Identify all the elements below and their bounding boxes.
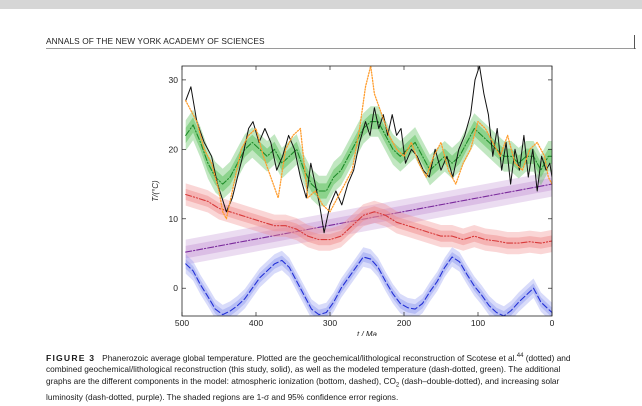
caption-text-3a: graphs are the different components in t… xyxy=(46,375,396,386)
series-line-1 xyxy=(185,66,552,234)
header-rule xyxy=(46,48,636,49)
x-tick-label: 500 xyxy=(175,318,189,328)
series-band-outer-3 xyxy=(185,183,552,255)
series-line-4 xyxy=(185,183,552,253)
y-tick-label: 10 xyxy=(169,214,179,224)
x-tick-label: 100 xyxy=(471,318,485,328)
caption-sub: 2 xyxy=(395,382,400,389)
header-rule-tick xyxy=(634,35,635,49)
series-line-2 xyxy=(185,121,552,192)
series-band-outer-5 xyxy=(185,247,552,316)
series-band-inner-3 xyxy=(185,188,552,249)
plot-area xyxy=(185,66,552,316)
y-tick-label: 30 xyxy=(169,75,179,85)
page-top-bar xyxy=(0,0,642,9)
series-line-3 xyxy=(185,193,552,244)
x-axis-label: t / Ma xyxy=(357,330,378,336)
x-tick-label: 200 xyxy=(397,318,411,328)
series-band-outer-4 xyxy=(185,171,552,265)
temperature-chart: 500 400 300 200 100 0 0 10 20 30 t / Ma T/(°C) xyxy=(151,65,555,339)
caption-text-1b: (dotted) and xyxy=(523,352,571,363)
y-tick-label: 20 xyxy=(169,144,179,154)
caption-label: FIGURE 3 xyxy=(46,352,96,363)
caption-text-1a: Phanerozoic average global temperature. … xyxy=(102,352,517,363)
series-band-outer-2 xyxy=(185,106,552,207)
x-tick-label: 0 xyxy=(550,318,555,328)
caption-ref: 44 xyxy=(516,353,524,359)
x-tick-label: 300 xyxy=(323,318,337,328)
series-line-0 xyxy=(185,66,552,220)
caption-line-2: combined geochemical/lithological recons… xyxy=(46,364,561,375)
y-tick-label: 0 xyxy=(173,283,178,293)
series-band-inner-4 xyxy=(185,177,552,259)
caption-line-3: graphs are the different components in t… xyxy=(46,376,642,392)
x-tick-label: 400 xyxy=(249,318,263,328)
figure-caption: FIGURE 3 Phanerozoic average global temp… xyxy=(46,351,642,404)
series-line-5 xyxy=(185,256,552,316)
caption-text-3b: (dash–double-dotted), and increasing sol… xyxy=(399,375,560,386)
journal-header: ANNALS OF THE NEW YORK ACADEMY OF SCIENC… xyxy=(46,36,265,46)
caption-line-4: luminosity (dash-dotted, purple). The sh… xyxy=(46,392,399,403)
series-band-inner-5 xyxy=(185,252,552,316)
plot-frame xyxy=(181,65,553,317)
caption-line-1: FIGURE 3 Phanerozoic average global temp… xyxy=(46,351,642,364)
figure-3: 500 400 300 200 100 0 0 10 20 30 t / Ma T/(°C) xyxy=(150,58,570,341)
y-axis-label: T/(°C) xyxy=(151,180,160,202)
